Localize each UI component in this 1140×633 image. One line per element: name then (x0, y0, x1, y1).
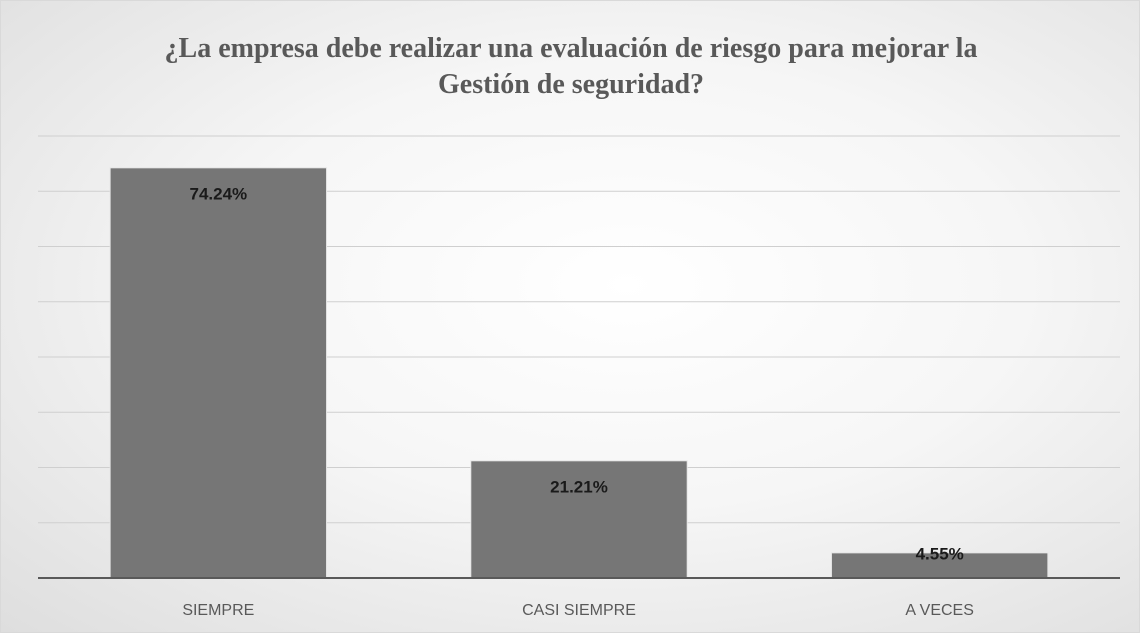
data-label: 4.55% (916, 544, 964, 563)
data-label: 74.24% (189, 184, 247, 203)
data-label: 21.21% (550, 477, 608, 496)
bar (109, 167, 328, 579)
bar (830, 552, 1049, 579)
chart-title: ¿La empresa debe realizar una evaluación… (164, 33, 978, 100)
bar (470, 460, 688, 579)
x-tick-label: SIEMPRE (182, 602, 254, 619)
x-tick-label: A VECES (905, 602, 973, 619)
x-tick-label: CASI SIEMPRE (522, 602, 636, 619)
